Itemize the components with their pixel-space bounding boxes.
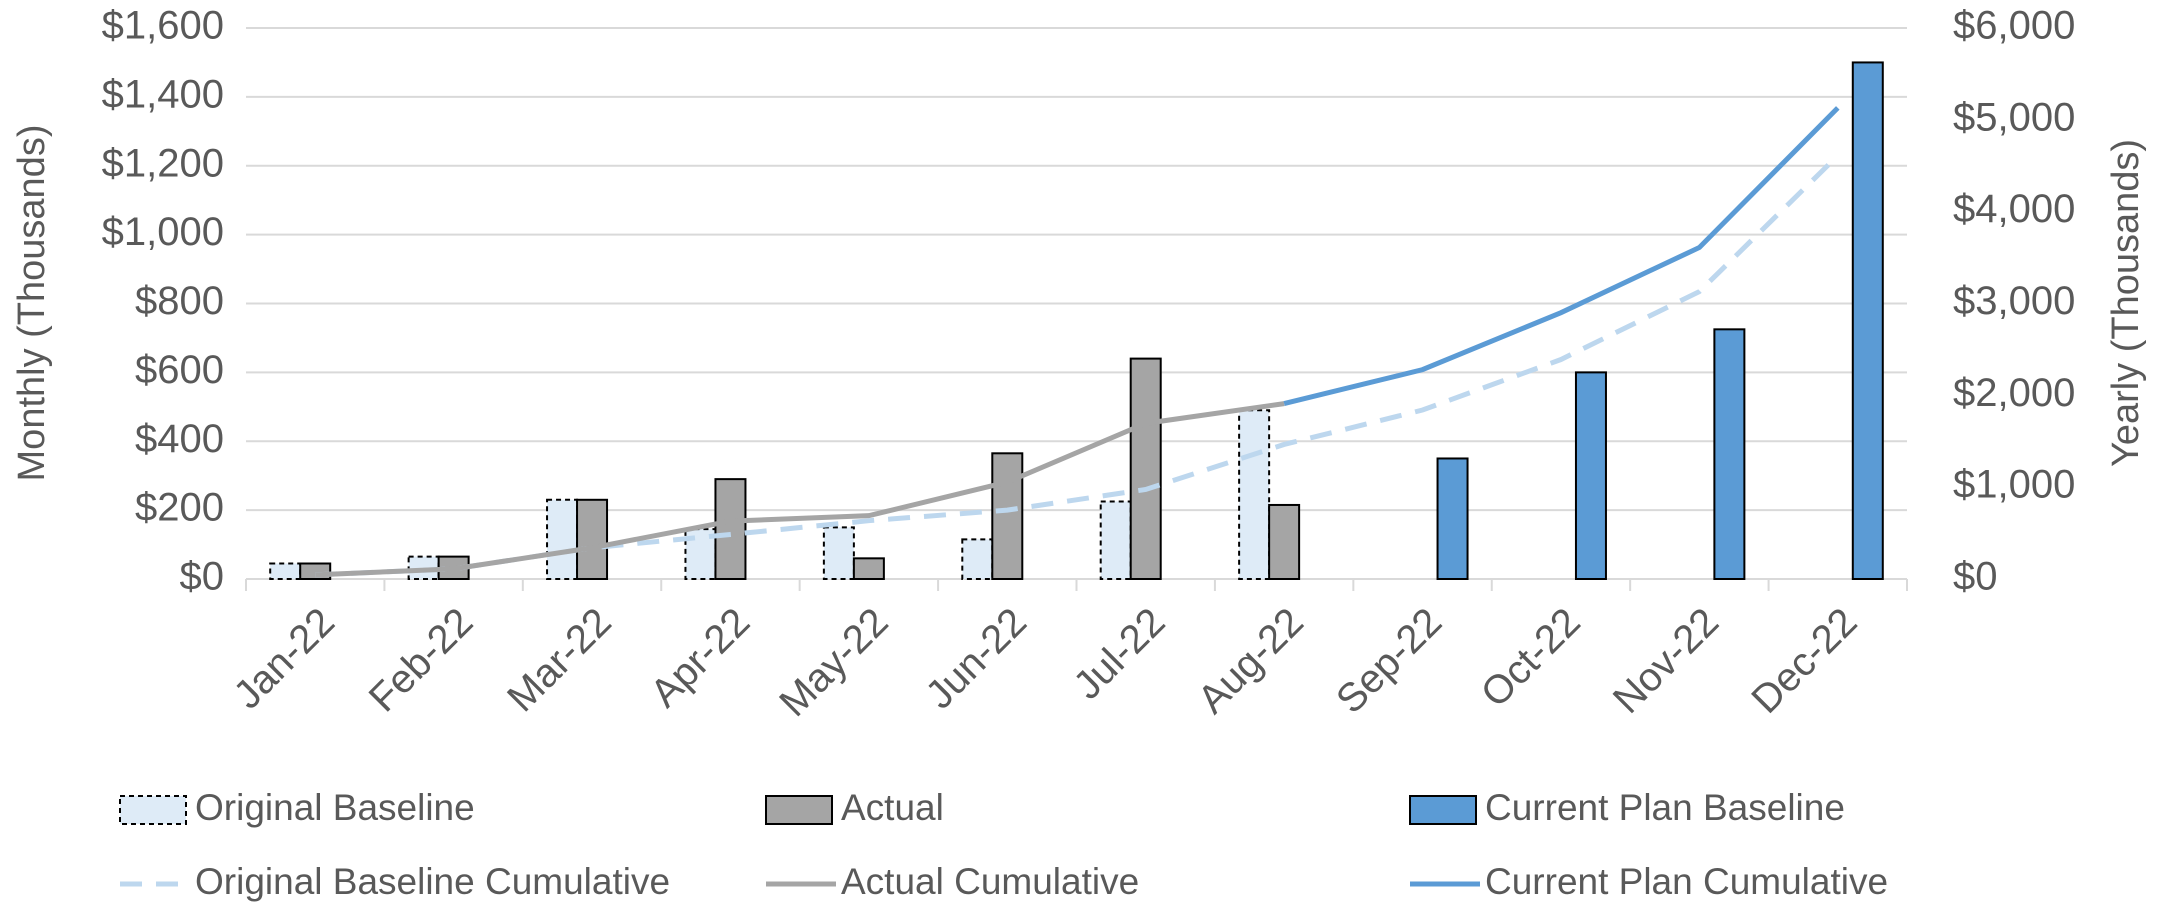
x-tick-label: Mar-22: [499, 600, 620, 721]
legend-label: Current Plan Baseline: [1485, 787, 1845, 828]
x-tick-label: Jan-22: [225, 600, 343, 718]
legend-swatch: [119, 795, 187, 825]
legend-label: Original Baseline: [195, 787, 475, 828]
bar: [961, 538, 994, 580]
bar: [1238, 409, 1271, 580]
y2-tick-label: $2,000: [1953, 371, 2075, 415]
bar: [1851, 61, 1884, 580]
bar: [852, 557, 885, 581]
y-tick-label: $800: [135, 279, 224, 323]
y2-tick-label: $6,000: [1953, 4, 2075, 48]
legend-label: Current Plan Cumulative: [1485, 861, 1888, 902]
y2-tick-label: $0: [1953, 555, 1998, 599]
x-tick-label: Sep-22: [1328, 600, 1450, 722]
bar: [991, 452, 1024, 581]
legend-swatch: [1409, 795, 1477, 825]
y2-tick-label: $1,000: [1953, 463, 2075, 507]
line: [315, 153, 1840, 578]
line: [1283, 106, 1840, 407]
bar: [714, 478, 747, 581]
y-axis-title: Monthly (Thousands): [11, 125, 53, 482]
x-tick-label: Aug-22: [1190, 600, 1312, 722]
bar: [1713, 328, 1746, 580]
bar: [1099, 500, 1132, 580]
y-tick-label: $600: [135, 348, 224, 392]
bar: [1268, 503, 1301, 581]
legend-label: Actual Cumulative: [841, 861, 1139, 902]
y2-tick-label: $3,000: [1953, 279, 2075, 323]
legend-swatch: [765, 795, 833, 825]
y-tick-label: $400: [135, 417, 224, 461]
x-tick-label: Jun-22: [918, 600, 1036, 718]
x-tick-label: Oct-22: [1473, 600, 1589, 716]
bar: [1436, 457, 1469, 580]
y2-tick-label: $4,000: [1953, 187, 2075, 231]
line: [315, 401, 1285, 578]
y-tick-label: $200: [135, 486, 224, 530]
bar: [1574, 371, 1607, 580]
x-tick-label: Dec-22: [1743, 600, 1865, 722]
bar: [546, 498, 579, 581]
y-tick-label: $1,600: [102, 4, 224, 48]
legend-label: Actual: [841, 787, 944, 828]
x-tick-label: May-22: [771, 600, 896, 725]
x-tick-label: Feb-22: [361, 600, 482, 721]
bar: [576, 498, 609, 581]
bar: [269, 562, 302, 580]
x-tick-label: Apr-22: [642, 600, 758, 716]
y2-axis-title: Yearly (Thousands): [2105, 139, 2147, 467]
y-tick-label: $1,000: [102, 210, 224, 254]
y-tick-label: $1,200: [102, 141, 224, 185]
bar: [1129, 357, 1162, 580]
x-tick-label: Jul-22: [1065, 600, 1173, 708]
legend-label: Original Baseline Cumulative: [195, 861, 670, 902]
x-tick-label: Nov-22: [1605, 600, 1727, 722]
y-tick-label: $0: [180, 555, 225, 599]
y2-tick-label: $5,000: [1953, 95, 2075, 139]
bar: [822, 526, 855, 580]
y-tick-label: $1,400: [102, 72, 224, 116]
